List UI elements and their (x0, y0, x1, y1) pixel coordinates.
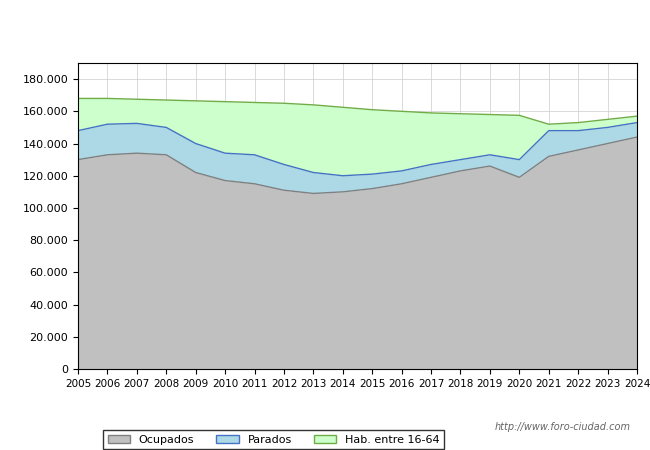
Text: http://www.foro-ciudad.com: http://www.foro-ciudad.com (495, 422, 630, 432)
Legend: Ocupados, Parados, Hab. entre 16-64: Ocupados, Parados, Hab. entre 16-64 (103, 430, 444, 449)
Text: A Coruña - Evolucion de la poblacion en edad de Trabajar Mayo de 2024: A Coruña - Evolucion de la poblacion en … (56, 21, 594, 33)
